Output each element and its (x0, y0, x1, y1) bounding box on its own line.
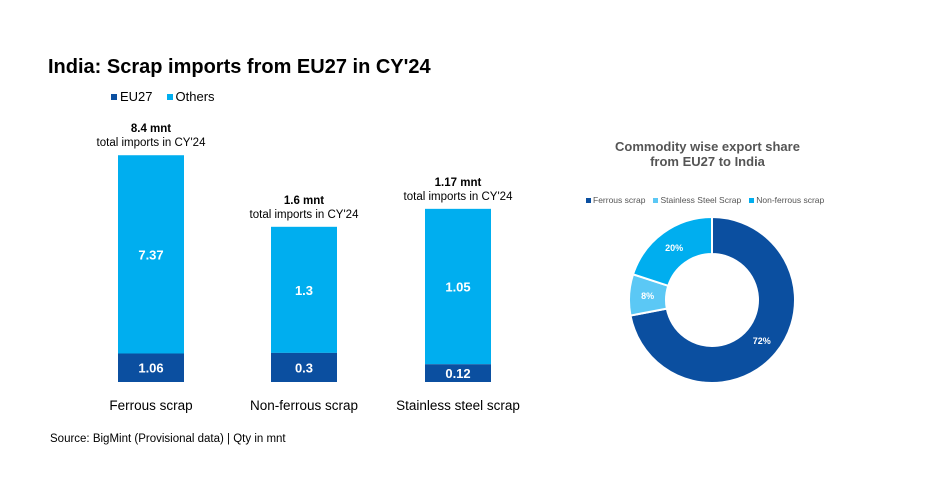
donut-legend-label-nonferrous: Non-ferrous scrap (756, 195, 825, 205)
total-caption-stainless: total imports in CY'24 (404, 191, 514, 203)
data-label-eu27-nonferrous: 0.3 (295, 360, 313, 375)
donut-title-line2: from EU27 to India (650, 154, 765, 169)
donut-legend-item-nonferrous: Non-ferrous scrap (749, 195, 824, 205)
donut-legend-swatch-ferrous (586, 197, 591, 203)
total-value-nonferrous: 1.6 mnt (284, 195, 324, 207)
total-caption-nonferrous: total imports in CY'24 (250, 209, 360, 221)
bar-eu27-stainless (425, 364, 491, 382)
donut-label-ferrous: 72% (753, 336, 771, 346)
total-caption-ferrous: total imports in CY'24 (97, 137, 207, 149)
data-label-others-ferrous: 7.37 (138, 247, 163, 262)
donut-legend-swatch-nonferrous (749, 197, 755, 203)
donut-label-nonferrous: 20% (665, 243, 683, 253)
donut-legend-item-ferrous: Ferrous scrap (586, 195, 645, 205)
category-label-stainless: Stainless steel scrap (396, 398, 520, 413)
bar-others-nonferrous (271, 226, 337, 353)
donut-slice-nonferrous (631, 215, 713, 288)
donut-label-stainless: 8% (641, 291, 654, 301)
donut-legend-item-stainless: Stainless Steel Scrap (653, 195, 741, 205)
bar-eu27-ferrous (118, 353, 184, 382)
bar-eu27-nonferrous (271, 352, 337, 382)
legend-label-others: Others (175, 89, 215, 104)
data-label-eu27-ferrous: 1.06 (138, 361, 163, 376)
donut-legend-swatch-stainless (653, 197, 659, 203)
data-label-eu27-stainless: 0.12 (445, 366, 470, 381)
category-label-ferrous: Ferrous scrap (109, 398, 192, 413)
data-label-others-stainless: 1.05 (445, 280, 470, 295)
total-value-ferrous: 8.4 mnt (131, 123, 171, 135)
legend-swatch-eu27 (111, 93, 117, 100)
donut-title: Commodity wise export share from EU27 to… (590, 139, 825, 169)
bar-others-ferrous (118, 155, 184, 354)
total-value-stainless: 1.17 mnt (435, 177, 482, 189)
legend-item-others: Others (166, 89, 215, 104)
legend-swatch-others (166, 93, 173, 100)
legend-label-eu27: EU27 (120, 89, 153, 104)
donut-slice-ferrous (629, 215, 796, 384)
donut-legend-label-ferrous: Ferrous scrap (593, 195, 646, 205)
bar-others-stainless (425, 208, 491, 365)
category-label-nonferrous: Non-ferrous scrap (250, 398, 358, 413)
donut-title-line1: Commodity wise export share (615, 139, 800, 154)
chart-title: India: Scrap imports from EU27 in CY'24 (48, 56, 431, 78)
donut-legend: Ferrous scrap Stainless Steel Scrap Non-… (586, 195, 824, 205)
legend-item-eu27: EU27 (111, 89, 153, 104)
stacked-bar-chart: 7.37 1.06 8.4 mnt total imports in CY'24 Fer… (97, 123, 520, 413)
source-note: Source: BigMint (Provisional data) | Qty… (50, 433, 286, 445)
bar-legend: EU27 Others (111, 89, 215, 104)
data-label-others-nonferrous: 1.3 (295, 283, 313, 298)
donut-legend-label-stainless: Stainless Steel Scrap (660, 195, 742, 205)
